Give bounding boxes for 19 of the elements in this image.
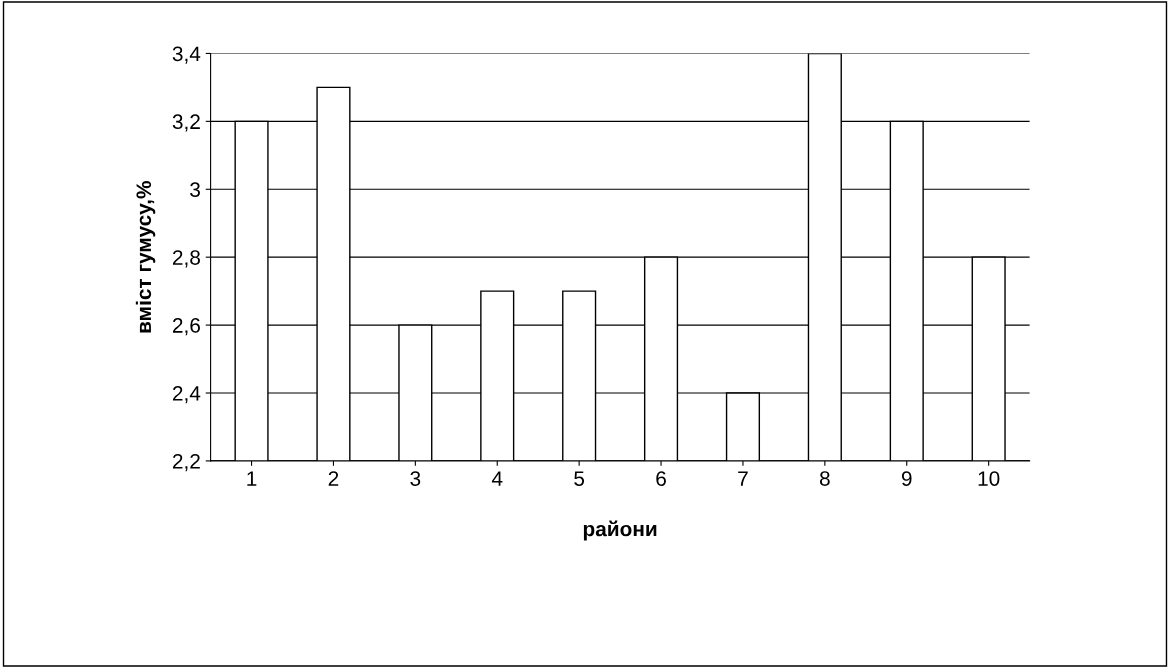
x-tick-label: 2 (328, 471, 339, 486)
y-tick-label: 2,6 (172, 318, 200, 336)
x-tick-label: 8 (819, 471, 830, 486)
y-tick-label: 2,4 (172, 386, 201, 404)
y-tick-label: 3,4 (172, 46, 201, 64)
x-tick-label: 6 (656, 471, 666, 486)
y-tick-label: 3 (190, 182, 200, 198)
y-tick-label: 3,2 (172, 114, 200, 132)
x-tick-label: 10 (978, 471, 1000, 486)
x-tick-label: 4 (491, 471, 503, 486)
x-tick-label: 9 (901, 471, 912, 486)
x-axis-title: райони (583, 520, 657, 541)
y-tick-label: 2,2 (172, 453, 200, 472)
x-tick-label: 5 (574, 471, 585, 486)
y-tick-label: 2,8 (172, 250, 200, 268)
x-tick-label: 3 (410, 471, 421, 486)
x-tick-label: 1 (247, 471, 257, 486)
y-axis-title: вміст гумусу,% (135, 181, 156, 333)
x-tick-label: 7 (738, 471, 748, 486)
